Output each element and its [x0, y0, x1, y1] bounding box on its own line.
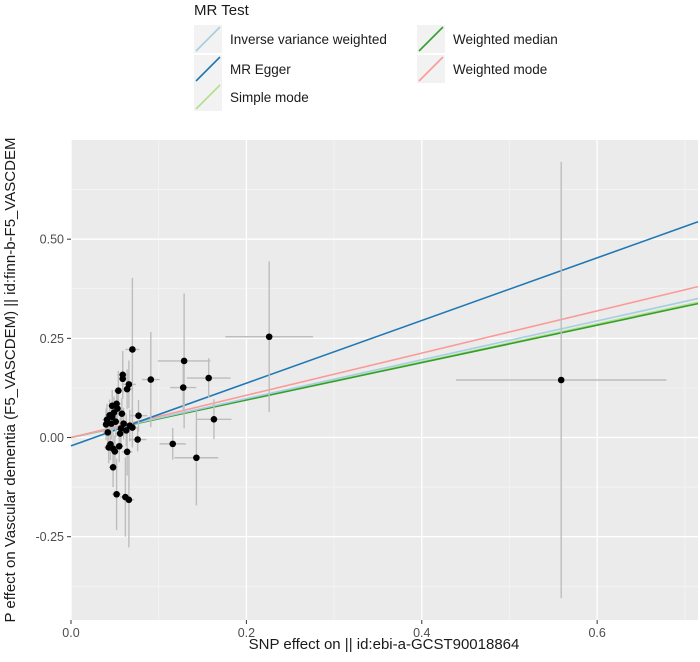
legend-entry-weighted-median: Weighted median — [417, 25, 558, 53]
x-axis-label: SNP effect on || id:ebi-a-GCST90018864 — [249, 636, 520, 653]
data-point — [122, 427, 130, 434]
data-point — [108, 420, 115, 427]
data-point — [135, 412, 142, 420]
legend-entry-inverse-variance-weighted: Inverse variance weighted — [194, 25, 387, 53]
x-tick-label: 0.2 — [238, 626, 255, 640]
data-point — [118, 410, 126, 418]
legend-label: Weighted median — [453, 32, 558, 47]
legend-key-line — [418, 56, 444, 82]
data-point — [102, 421, 110, 428]
y-tick-label: 0.25 — [40, 332, 64, 346]
regression-line-inverse-variance-weighted — [70, 297, 699, 439]
data-point — [116, 430, 124, 437]
legend-label: Simple mode — [230, 90, 309, 105]
data-point — [123, 385, 131, 393]
data-point — [115, 442, 123, 450]
data-point — [210, 415, 218, 423]
legend-label: Inverse variance weighted — [230, 32, 387, 47]
data-point — [119, 375, 127, 383]
legend: MR Test Inverse variance weighted MR Egge… — [194, 2, 558, 111]
data-point — [109, 463, 117, 471]
regression-line-weighted-mode — [70, 285, 699, 439]
data-point — [126, 422, 134, 429]
x-tick-label: 0.4 — [413, 626, 430, 640]
legend-key-line — [418, 26, 444, 52]
data-point — [123, 448, 131, 456]
y-axis-ticks: -0.25 0.00 0.25 0.50 — [36, 233, 71, 544]
x-tick-label: 0.0 — [62, 626, 79, 640]
regression-line-mr-egger — [70, 221, 699, 447]
legend-entry-weighted-mode: Weighted mode — [417, 55, 547, 83]
regression-line-weighted-median — [70, 302, 699, 439]
data-point — [129, 346, 136, 353]
data-point — [193, 454, 200, 462]
data-point — [113, 490, 120, 498]
legend-title: MR Test — [194, 2, 250, 19]
data-point — [122, 493, 129, 501]
data-point — [134, 436, 141, 443]
data-point — [169, 440, 177, 448]
y-tick-label: -0.25 — [36, 530, 65, 544]
data-point — [265, 333, 273, 341]
legend-entry-simple-mode: Simple mode — [194, 83, 309, 111]
legend-key-line — [195, 26, 221, 52]
data-point — [147, 376, 155, 383]
data-point — [205, 374, 212, 382]
legend-label: Weighted mode — [453, 62, 547, 77]
x-tick-label: 0.6 — [588, 626, 605, 640]
legend-entry-mr-egger: MR Egger — [194, 55, 291, 83]
data-point — [104, 429, 112, 436]
regression-lines — [70, 221, 699, 447]
y-axis-label: P effect on Vascular dementia (F5_VASCDE… — [2, 138, 19, 623]
data-point — [179, 384, 187, 391]
data-point — [115, 387, 122, 395]
legend-key-line — [195, 56, 221, 82]
y-tick-label: 0.50 — [40, 233, 64, 247]
legend-label: MR Egger — [230, 62, 291, 77]
legend-key-line — [195, 84, 221, 110]
data-point — [120, 420, 127, 427]
x-axis-ticks: 0.0 0.2 0.4 0.6 — [62, 620, 606, 640]
y-tick-label: 0.00 — [40, 431, 64, 445]
data-point — [557, 376, 565, 384]
data-point — [180, 357, 188, 365]
data-point — [108, 402, 116, 410]
major-gridlines — [70, 140, 698, 620]
data-point — [105, 444, 113, 451]
data-points — [102, 333, 565, 504]
